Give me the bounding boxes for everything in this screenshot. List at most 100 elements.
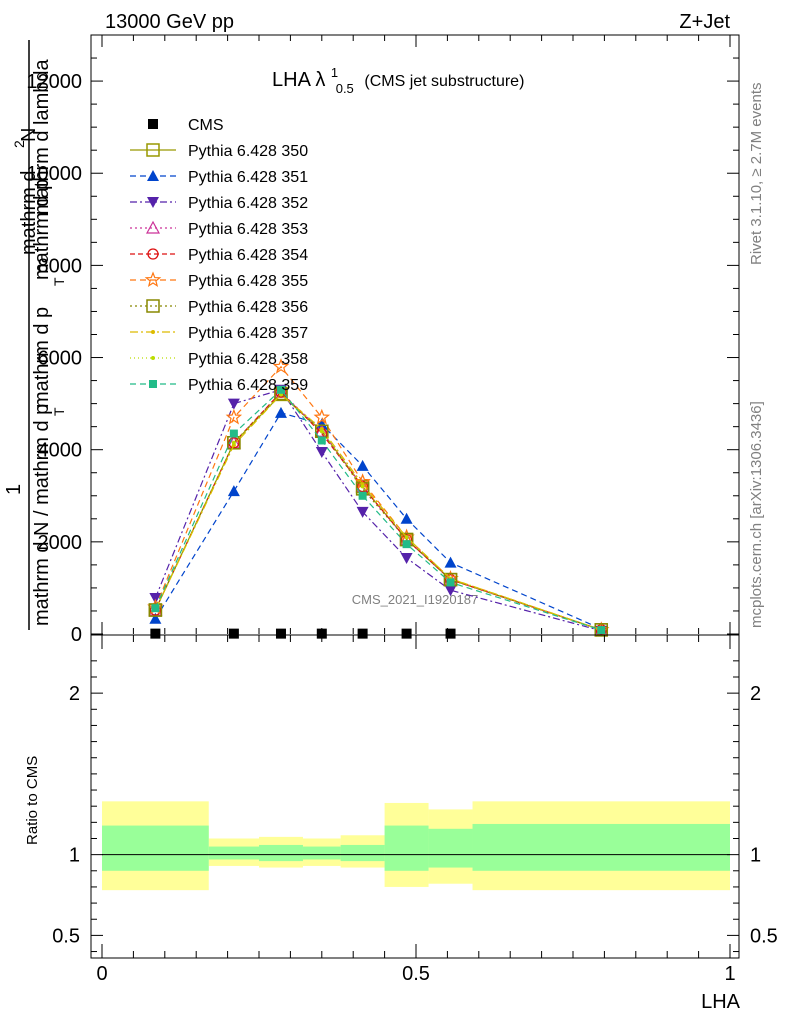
data-point xyxy=(401,628,412,639)
mcplots-label: mcplots.cern.ch [arXiv:1306.3436] xyxy=(748,401,765,628)
legend-label: Pythia 6.428 358 xyxy=(188,351,308,368)
data-point xyxy=(149,593,162,605)
data-point xyxy=(357,628,368,639)
series-pythia-6-428-359 xyxy=(151,385,606,635)
data-point xyxy=(316,628,327,639)
ylabel-dlambda: mathrm d lambda xyxy=(31,59,53,215)
series-line xyxy=(154,389,602,632)
legend-marker xyxy=(151,356,155,360)
ylabel-dp: mathrm d p xyxy=(31,179,53,280)
x-tick-label: 0 xyxy=(96,963,107,985)
data-point xyxy=(272,358,290,374)
chart-title-sub: 0.5 xyxy=(336,81,354,96)
data-point xyxy=(150,628,161,639)
legend-label: Pythia 6.428 354 xyxy=(188,247,308,264)
legend-label: Pythia 6.428 357 xyxy=(188,325,308,342)
series-cms xyxy=(150,628,456,639)
data-point xyxy=(276,385,285,394)
ylabel-denominator-sub: T xyxy=(51,407,67,416)
legend-item: Pythia 6.428 354 xyxy=(130,247,308,264)
data-point xyxy=(356,459,369,471)
ratio-band-inner xyxy=(340,844,385,862)
legend-marker xyxy=(145,220,161,234)
ratio-band-inner xyxy=(302,846,341,860)
legend-marker xyxy=(144,271,162,288)
series-pythia-6-428-351 xyxy=(149,406,608,634)
energy-label: 13000 GeV pp xyxy=(105,11,234,33)
data-point xyxy=(444,585,457,597)
x-tick-label: 0.5 xyxy=(402,963,430,985)
data-point xyxy=(444,556,457,568)
legend-item: Pythia 6.428 350 xyxy=(130,143,308,160)
ratio-y-tick-label: 2 xyxy=(69,683,80,705)
data-point xyxy=(360,484,365,489)
y-tick-label: 6000 xyxy=(38,348,83,370)
legend-marker xyxy=(147,248,159,260)
legend-label: Pythia 6.428 351 xyxy=(188,169,308,186)
chart-title-sup: 1 xyxy=(331,65,338,80)
legend-label: Pythia 6.428 356 xyxy=(188,299,308,316)
main-axis-ticks: 0 2000 4000 6000 8000 10000 12000 xyxy=(26,34,739,646)
y-tick-label: 10000 xyxy=(26,163,82,185)
legend-item: Pythia 6.428 355 xyxy=(130,271,308,290)
data-point xyxy=(445,628,456,639)
y-tick-label: 12000 xyxy=(26,71,82,93)
ylabel-overlap: mathrm d p xyxy=(31,307,53,408)
data-point xyxy=(148,603,163,617)
legend-marker xyxy=(147,197,159,208)
data-point xyxy=(227,398,240,410)
x-axis-label: LHA xyxy=(701,991,741,1013)
chart-title-note: (CMS jet substructure) xyxy=(364,73,524,90)
ratio-y-tick-label-right: 0.5 xyxy=(750,925,778,947)
legend-item: Pythia 6.428 358 xyxy=(130,351,308,368)
y-tick-label: 2000 xyxy=(38,532,83,554)
data-point xyxy=(227,485,240,497)
ratio-y-tick-label-right: 1 xyxy=(750,845,761,867)
legend: CMS Pythia 6.428 350 Pythia 6.428 351 Pythi… xyxy=(130,117,308,394)
data-point xyxy=(315,446,328,458)
legend-label: Pythia 6.428 352 xyxy=(188,195,308,212)
data-point xyxy=(149,612,162,624)
y-tick-label: 4000 xyxy=(38,440,83,462)
y-tick-label: 8000 xyxy=(38,255,83,277)
legend-label: Pythia 6.428 353 xyxy=(188,221,308,238)
process-label: Z+Jet xyxy=(679,11,730,33)
main-series xyxy=(147,358,610,639)
ratio-band-inner xyxy=(102,825,209,871)
ratio-bands xyxy=(102,801,730,891)
data-point xyxy=(402,540,411,549)
data-point xyxy=(317,436,326,445)
ratio-band-inner xyxy=(208,846,259,860)
data-point xyxy=(274,406,287,418)
series-line xyxy=(154,393,602,631)
ratio-y-tick-label: 1 xyxy=(69,845,80,867)
legend-item: Pythia 6.428 357 xyxy=(130,325,308,342)
ratio-band-inner xyxy=(472,823,730,871)
chart-title: LHA λ 1 0.5 (CMS jet substructure) xyxy=(272,60,524,98)
data-point xyxy=(356,506,369,518)
ratio-band-inner xyxy=(428,828,473,868)
data-point xyxy=(315,418,328,430)
y-tick-label: 0 xyxy=(71,624,82,646)
data-point xyxy=(225,408,243,425)
series-line xyxy=(154,388,602,631)
data-point xyxy=(313,408,331,425)
data-point xyxy=(597,626,606,635)
legend-marker xyxy=(149,380,157,388)
legend-item: Pythia 6.428 352 xyxy=(130,195,308,212)
legend-marker xyxy=(147,170,159,181)
ratio-band-inner xyxy=(259,844,303,862)
x-tick-label: 1 xyxy=(724,963,735,985)
legend-item: Pythia 6.428 359 xyxy=(130,377,308,394)
legend-label: Pythia 6.428 355 xyxy=(188,273,308,290)
series-line xyxy=(154,365,602,631)
ratio-y-tick-label: 0.5 xyxy=(52,925,80,947)
watermark: CMS_2021_I1920187 xyxy=(352,592,479,607)
legend-marker xyxy=(146,143,160,157)
main-panel: 0 2000 4000 6000 8000 10000 12000 CMS_2021_I19… xyxy=(26,34,740,646)
data-point xyxy=(275,628,286,639)
legend-item: Pythia 6.428 356 xyxy=(130,299,308,316)
ratio-axis-ticks: 0.5 0.5 1 1 2 2 0 0.5 1 xyxy=(52,635,778,985)
data-point xyxy=(228,437,240,449)
